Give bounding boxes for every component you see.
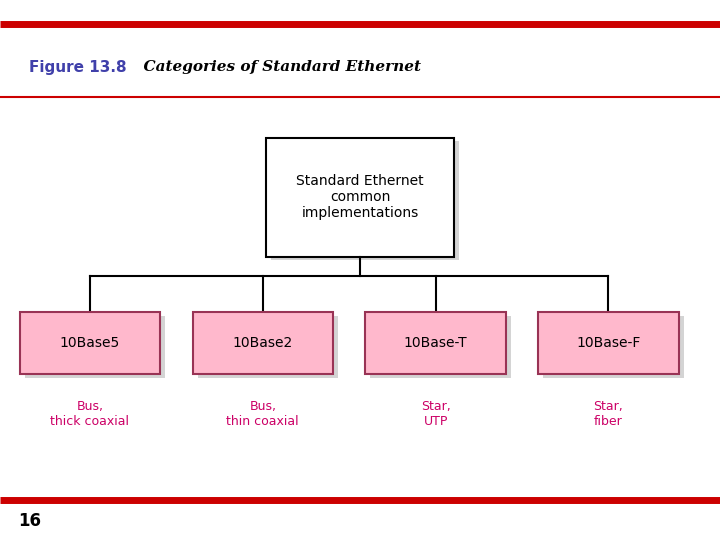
Text: Bus,
thin coaxial: Bus, thin coaxial xyxy=(227,401,299,428)
FancyBboxPatch shape xyxy=(271,141,459,260)
Text: 10Base5: 10Base5 xyxy=(60,336,120,350)
FancyBboxPatch shape xyxy=(266,138,454,256)
FancyBboxPatch shape xyxy=(197,315,338,378)
FancyBboxPatch shape xyxy=(192,312,333,374)
Text: Star,
fiber: Star, fiber xyxy=(593,401,624,428)
FancyBboxPatch shape xyxy=(544,315,684,378)
Text: 10Base2: 10Base2 xyxy=(233,336,293,350)
Text: 10Base-T: 10Base-T xyxy=(404,336,467,350)
FancyBboxPatch shape xyxy=(370,315,511,378)
Text: Standard Ethernet
common
implementations: Standard Ethernet common implementations xyxy=(296,174,424,220)
FancyBboxPatch shape xyxy=(24,315,166,378)
Text: Bus,
thick coaxial: Bus, thick coaxial xyxy=(50,401,130,428)
FancyBboxPatch shape xyxy=(19,312,160,374)
Text: 16: 16 xyxy=(18,512,41,530)
FancyBboxPatch shape xyxy=(538,312,678,374)
Text: Categories of Standard Ethernet: Categories of Standard Ethernet xyxy=(133,60,421,75)
FancyBboxPatch shape xyxy=(365,312,505,374)
Text: Figure 13.8: Figure 13.8 xyxy=(29,60,127,75)
Text: Star,
UTP: Star, UTP xyxy=(420,401,451,428)
Text: 10Base-F: 10Base-F xyxy=(576,336,641,350)
